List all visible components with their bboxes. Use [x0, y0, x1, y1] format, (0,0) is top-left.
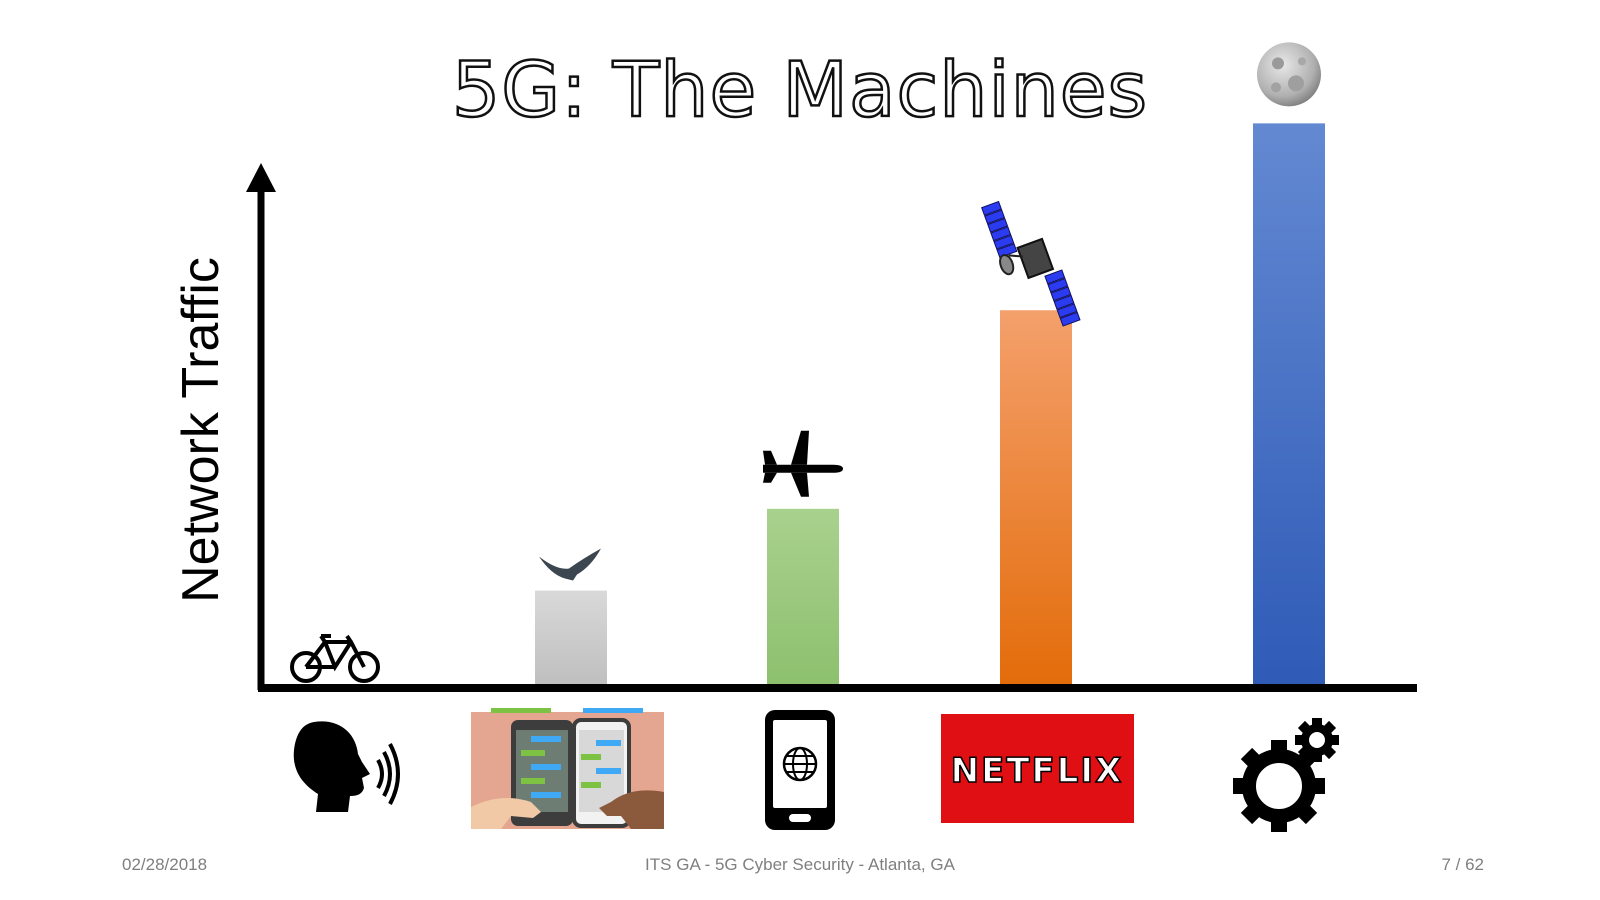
page-total: / 62: [1455, 855, 1484, 874]
moon-icon: [1257, 42, 1321, 107]
bar-texting: [535, 590, 607, 684]
gears-icon: [1233, 718, 1339, 832]
texting-phones-icon: [471, 708, 664, 829]
bar-machines: [1253, 123, 1325, 685]
markers-layer: [290, 42, 1321, 683]
netflix-logo-text: NETFLIX: [951, 751, 1124, 791]
bicycle-icon: [290, 634, 380, 683]
page-current: 7: [1441, 855, 1451, 874]
bar-video-streaming: [1000, 310, 1072, 684]
bar-mobile-web: [767, 508, 839, 684]
bars-layer: [535, 123, 1325, 685]
slide-title: 5G: The Machines: [451, 45, 1149, 134]
footer-date: 02/28/2018: [122, 855, 208, 874]
airplane-icon: [763, 430, 843, 497]
y-axis-arrow: [246, 163, 276, 192]
bird-icon: [539, 548, 601, 581]
satellite-icon: [981, 200, 1081, 327]
y-axis-label: Network Traffic: [172, 257, 230, 603]
footer-center-text: ITS GA - 5G Cyber Security - Atlanta, GA: [645, 855, 955, 874]
page-number: 7 / 62: [1441, 855, 1484, 875]
mobile-globe-icon: [765, 710, 835, 830]
speaking-head-icon: [293, 721, 400, 812]
netflix-logo: NETFLIX: [941, 714, 1134, 823]
